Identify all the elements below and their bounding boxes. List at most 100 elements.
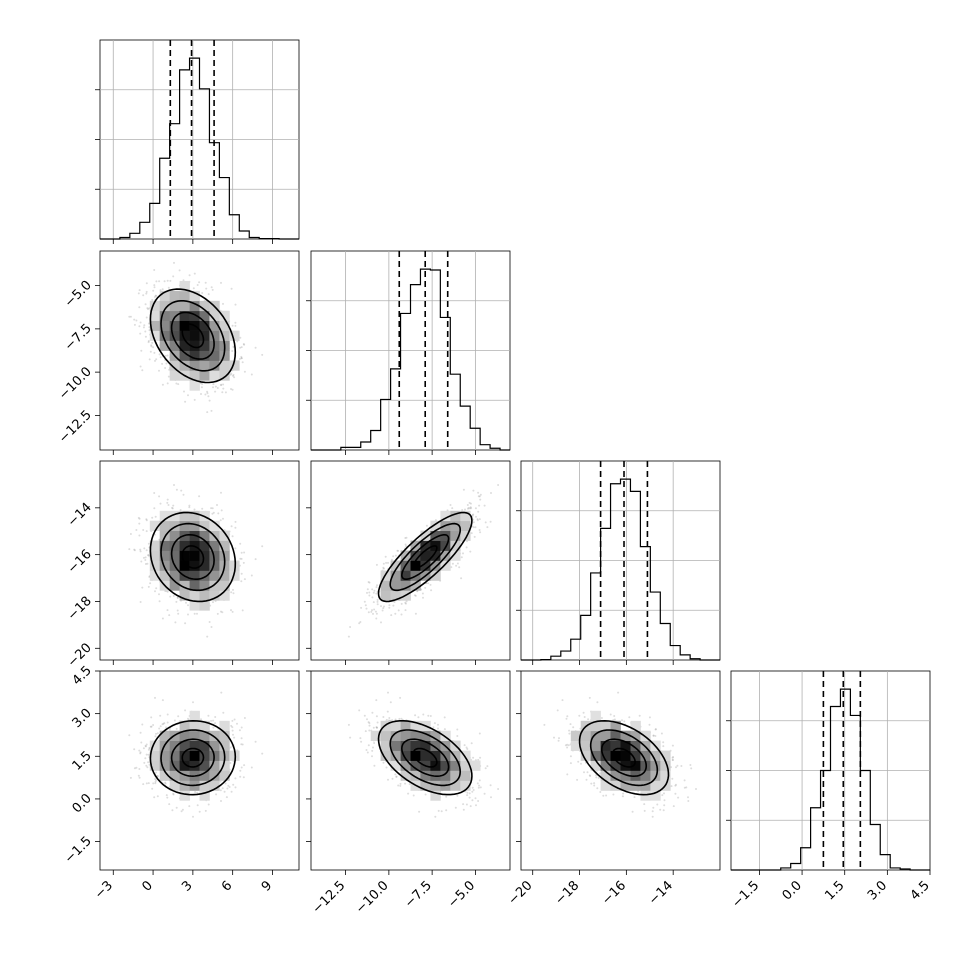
density-cell [209, 540, 220, 551]
density-cell [209, 580, 220, 591]
scatter-point [164, 354, 167, 357]
density-cell [209, 520, 220, 531]
scatter-point [161, 362, 164, 365]
density-cell [169, 320, 180, 331]
scatter-point [230, 591, 233, 594]
scatter-point [172, 594, 175, 597]
scatter-point [478, 518, 481, 521]
scatter-point [184, 400, 187, 403]
scatter-point [376, 598, 379, 601]
scatter-point [468, 507, 471, 510]
scatter-point [460, 556, 463, 559]
scatter-point [129, 315, 132, 318]
density-cell [189, 590, 200, 601]
scatter-point [150, 345, 153, 348]
density-cell [169, 300, 180, 312]
scatter-point [230, 525, 233, 528]
scatter-point [373, 608, 376, 611]
scatter-point [449, 504, 452, 506]
scatter-point [238, 729, 241, 732]
density-cell [199, 580, 210, 591]
scatter-point [397, 609, 400, 612]
scatter-point [145, 290, 148, 293]
scatter-point [424, 586, 427, 589]
density-cell [159, 310, 170, 321]
scatter-point [469, 550, 472, 553]
scatter-point [144, 745, 147, 748]
density-cell [400, 580, 411, 591]
scatter-point [153, 296, 156, 298]
scatter-point [172, 275, 175, 278]
scatter-point [210, 286, 213, 289]
scatter-point [153, 351, 156, 354]
scatter-point [187, 604, 189, 607]
scatter-point [474, 526, 477, 529]
scatter-point [147, 554, 150, 557]
density-cell [229, 330, 240, 341]
scatter-point [234, 526, 237, 529]
scatter-point [381, 609, 384, 612]
density-cell [430, 530, 441, 541]
density-cell [450, 520, 461, 531]
density-contour [400, 534, 450, 580]
scatter-point [478, 529, 481, 531]
scatter-point [129, 533, 132, 535]
scatter-point [461, 509, 464, 511]
density-cell [199, 370, 210, 381]
scatter-point [231, 726, 234, 729]
scatter-point [240, 357, 243, 360]
scatter-point [371, 588, 374, 591]
scatter-point [196, 804, 199, 807]
scatter-point [192, 815, 194, 818]
scatter-point [231, 388, 234, 391]
scatter-point [239, 346, 242, 349]
scatter-point [175, 727, 178, 730]
scatter-point [142, 783, 145, 786]
scatter-point [375, 592, 378, 595]
density-cell [440, 560, 451, 571]
scatter-point [359, 621, 362, 623]
scatter-point [472, 489, 475, 492]
scatter-point [145, 530, 148, 533]
scatter-point [147, 340, 150, 342]
density-cell [159, 520, 170, 531]
scatter-point [153, 507, 156, 510]
scatter-point [212, 511, 215, 514]
scatter-point [154, 778, 157, 780]
scatter-point [394, 554, 397, 557]
scatter-point [242, 561, 245, 564]
density-cell [199, 550, 210, 561]
scatter-point [137, 774, 140, 777]
scatter-point [201, 507, 204, 510]
scatter-point [372, 612, 374, 615]
scatter-point [230, 724, 233, 727]
density-cell [199, 330, 210, 341]
scatter-point [178, 269, 181, 272]
scatter-point [390, 614, 393, 617]
panel-frame [99, 250, 300, 451]
density-cell [199, 520, 210, 531]
scatter-point [250, 373, 253, 376]
scatter-point [462, 552, 464, 555]
density-cell [159, 570, 170, 581]
density-cell [169, 530, 180, 541]
scatter-point [141, 586, 144, 589]
scatter-point [393, 601, 396, 603]
scatter-point [183, 390, 185, 393]
scatter-point [143, 324, 146, 327]
scatter-point [177, 612, 180, 615]
scatter-point [207, 395, 210, 398]
scatter-point [154, 515, 157, 518]
scatter-point [141, 369, 144, 372]
scatter-point [222, 387, 225, 390]
scatter-point [241, 361, 244, 364]
density-cell [169, 340, 180, 351]
scatter-point [139, 548, 142, 551]
scatter-point [462, 488, 465, 491]
scatter-point [217, 512, 220, 515]
density-cell [460, 530, 471, 541]
density-cell [179, 560, 190, 571]
scatter-point [228, 786, 231, 788]
scatter-point [161, 383, 164, 386]
density-cell [189, 570, 200, 581]
